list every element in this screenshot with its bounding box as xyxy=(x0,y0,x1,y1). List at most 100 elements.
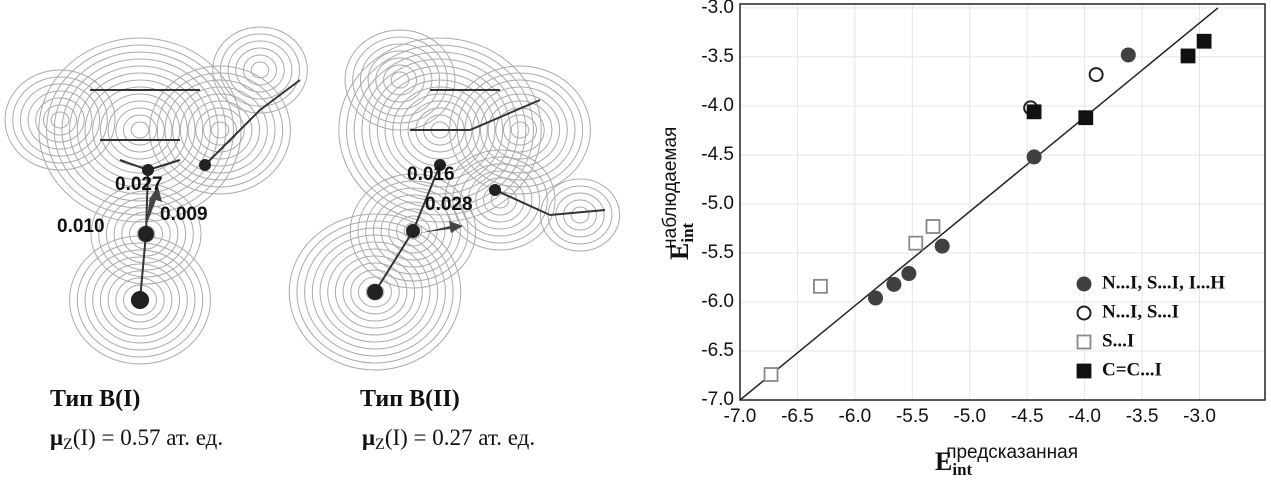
mu: μ xyxy=(362,425,375,450)
diagram-caption: μZ(I) = 0.57 ат. ед. xyxy=(50,425,223,453)
contour xyxy=(105,197,187,271)
atom xyxy=(489,184,501,196)
legend-label: N...I, S...I xyxy=(1102,301,1179,322)
contour xyxy=(76,242,204,358)
legend-label: S...I xyxy=(1102,330,1134,351)
contour xyxy=(92,256,188,344)
y-tick-label: -5.5 xyxy=(701,242,734,263)
y-tick-label: -7.0 xyxy=(701,389,734,410)
point xyxy=(886,276,902,292)
mu-sub: Z xyxy=(375,436,385,453)
contour xyxy=(107,270,173,330)
contour xyxy=(342,262,408,322)
arrow xyxy=(420,221,463,233)
contour xyxy=(350,269,400,315)
point xyxy=(1196,33,1212,49)
diagram-title: Тип B(II) xyxy=(360,386,460,412)
contour xyxy=(304,227,446,357)
plot-frame xyxy=(739,3,1266,401)
contour xyxy=(311,234,439,350)
contour xyxy=(46,44,234,216)
point xyxy=(868,290,884,306)
x-tick-label: -4.0 xyxy=(1068,406,1101,427)
contour xyxy=(352,36,448,124)
bond-label: 0.009 xyxy=(160,204,208,225)
x-label-main: E xyxy=(935,447,952,476)
contour xyxy=(338,37,542,223)
contour xyxy=(367,50,433,110)
contour xyxy=(219,33,301,107)
atom xyxy=(406,224,420,238)
contour xyxy=(344,29,456,131)
legend-label: C=C...I xyxy=(1102,359,1162,380)
y-label-sup: наблюдаемая xyxy=(660,127,681,249)
contour xyxy=(172,86,268,174)
point xyxy=(1180,48,1196,64)
contour xyxy=(179,93,261,167)
bond xyxy=(259,79,301,111)
y-axis-label: Eintнаблюдаемая xyxy=(660,127,697,260)
mu: μ xyxy=(50,425,63,450)
x-label-sup: предсказанная xyxy=(946,442,1078,463)
contour xyxy=(84,249,196,351)
contour xyxy=(187,100,253,160)
contour xyxy=(19,83,101,157)
point xyxy=(934,238,950,254)
bond-label: 0.010 xyxy=(57,216,105,237)
contour xyxy=(376,72,504,188)
bond xyxy=(494,189,551,216)
contour xyxy=(35,97,85,143)
legend-marker xyxy=(1076,276,1092,292)
contour xyxy=(250,61,270,79)
y-tick-label: -3.0 xyxy=(701,0,734,18)
point xyxy=(901,266,917,282)
x-tick-label: -7.0 xyxy=(724,406,757,427)
contour xyxy=(403,222,423,240)
arrow xyxy=(146,186,162,226)
contour xyxy=(375,57,425,103)
y-tick-label: -4.0 xyxy=(701,95,734,116)
scatter-chart: -7.0 -6.5 -6.0 -5.5 -5.0 -4.5 -4.0 -3.5 -3.0 -7.0… xyxy=(660,0,1266,479)
mu-rest: (I) = 0.27 ат. ед. xyxy=(385,425,535,450)
x-axis-label: Eintпредсказанная xyxy=(935,442,1078,479)
contour xyxy=(92,86,188,174)
molecular-diagrams xyxy=(4,26,621,371)
contour xyxy=(27,90,93,150)
point xyxy=(1026,149,1042,165)
contour xyxy=(69,65,211,195)
contour xyxy=(288,213,462,371)
contour xyxy=(227,40,293,100)
contour xyxy=(123,114,157,146)
contour xyxy=(76,72,204,188)
point xyxy=(925,219,941,234)
bond xyxy=(145,169,149,235)
contour xyxy=(390,71,410,89)
contour xyxy=(369,65,511,195)
y-tick-label: -4.5 xyxy=(701,144,734,165)
contour xyxy=(195,107,245,153)
contour xyxy=(50,111,70,129)
contour xyxy=(243,54,277,86)
y-tick-label: -5.0 xyxy=(701,193,734,214)
legend-marker xyxy=(1076,305,1092,321)
contour xyxy=(380,201,446,261)
x-tick-label: -5.0 xyxy=(953,406,986,427)
contour xyxy=(203,114,237,146)
contour xyxy=(210,121,230,139)
bond xyxy=(412,164,441,232)
contour xyxy=(90,183,202,285)
contour xyxy=(130,121,150,139)
x-tick-label: -4.5 xyxy=(1011,406,1044,427)
atom xyxy=(138,226,154,242)
contour xyxy=(459,163,541,237)
contour xyxy=(487,100,553,160)
atom xyxy=(434,159,446,171)
contour xyxy=(472,86,568,174)
diagram-caption: μZ(I) = 0.27 ат. ед. xyxy=(362,425,535,453)
bond xyxy=(204,109,261,166)
x-tick-label: -3.5 xyxy=(1126,406,1159,427)
contour xyxy=(388,208,438,254)
contour xyxy=(212,26,308,114)
atom xyxy=(367,284,383,300)
